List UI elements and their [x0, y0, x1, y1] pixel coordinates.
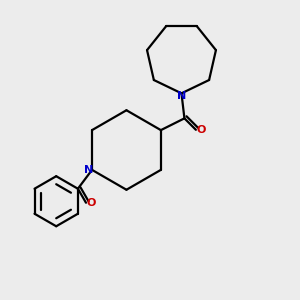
- Text: N: N: [177, 91, 186, 101]
- Text: O: O: [87, 198, 96, 208]
- Text: N: N: [84, 165, 93, 175]
- Text: O: O: [196, 125, 206, 135]
